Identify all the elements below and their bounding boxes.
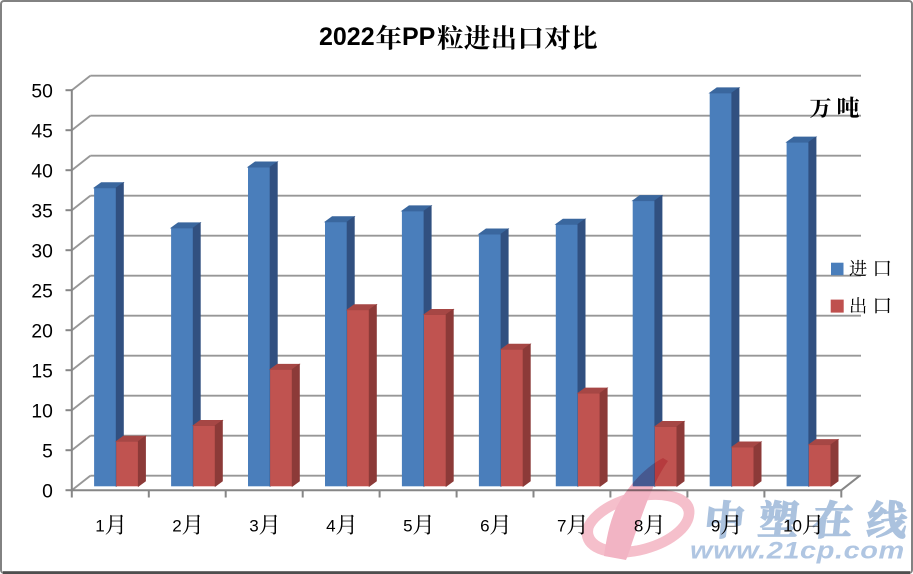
svg-text:30: 30: [31, 241, 52, 262]
svg-text:15: 15: [31, 361, 52, 382]
svg-text:35: 35: [31, 201, 52, 222]
svg-text:0: 0: [42, 481, 53, 502]
svg-text:5: 5: [42, 441, 53, 462]
svg-text:40: 40: [31, 161, 52, 182]
svg-text:8: 8: [634, 516, 643, 535]
svg-text:25: 25: [31, 281, 52, 302]
svg-text:50: 50: [31, 81, 52, 102]
svg-text:6: 6: [480, 516, 489, 535]
svg-text:www.21cp.com: www.21cp.com: [690, 537, 905, 564]
svg-text:45: 45: [31, 121, 52, 142]
svg-text:9: 9: [711, 516, 720, 535]
svg-text:1: 1: [95, 516, 104, 535]
svg-text:2022: 2022: [319, 23, 375, 51]
svg-text:5: 5: [403, 516, 412, 535]
svg-text:10: 10: [31, 401, 52, 422]
svg-text:2: 2: [172, 516, 181, 535]
svg-text:PP: PP: [402, 23, 435, 51]
svg-text:20: 20: [31, 321, 52, 342]
svg-text:4: 4: [326, 516, 335, 535]
svg-text:7: 7: [557, 516, 566, 535]
svg-text:3: 3: [249, 516, 258, 535]
